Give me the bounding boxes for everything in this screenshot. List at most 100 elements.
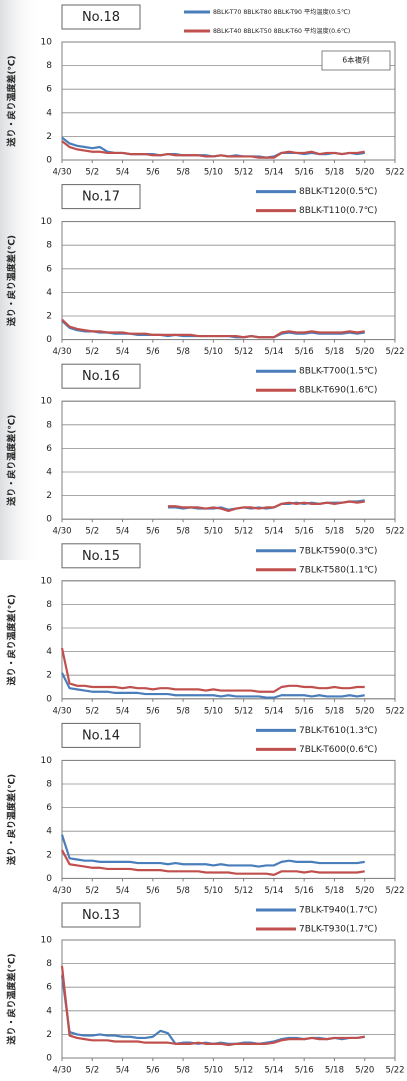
- y-tick-label: 4: [46, 1006, 52, 1016]
- x-tick-label: 5/10: [204, 168, 223, 178]
- legend-label: 7BLK-T940(1.7℃): [299, 906, 377, 916]
- x-tick-label: 5/8: [176, 347, 190, 357]
- x-tick-label: 5/12: [234, 527, 253, 537]
- legend-label: 7BLK-T580(1.1℃): [299, 565, 377, 575]
- y-tick-label: 0: [46, 694, 52, 704]
- y-tick-label: 10: [41, 217, 53, 227]
- x-tick-label: 5/8: [176, 706, 190, 716]
- x-tick-label: 5/18: [325, 706, 344, 716]
- x-tick-label: 5/22: [385, 347, 404, 357]
- y-tick-label: 8: [46, 600, 52, 610]
- x-tick-label: 5/16: [295, 168, 314, 178]
- x-tick-label: 5/2: [85, 886, 99, 896]
- x-tick-label: 5/12: [234, 168, 253, 178]
- legend-label: 7BLK-T610(1.3℃): [299, 726, 377, 736]
- x-tick-label: 5/6: [146, 1066, 160, 1076]
- x-tick-label: 5/6: [146, 527, 160, 537]
- legend-label: 7BLK-T590(0.3℃): [299, 546, 377, 556]
- y-tick-label: 6: [46, 444, 52, 454]
- x-tick-label: 5/12: [234, 886, 253, 896]
- chart-title: No.13: [82, 908, 120, 923]
- x-tick-label: 5/10: [204, 527, 223, 537]
- y-tick-label: 0: [46, 335, 52, 345]
- y-tick-label: 8: [46, 959, 52, 969]
- x-tick-label: 5/14: [264, 886, 283, 896]
- annotation-box: [321, 50, 391, 71]
- y-tick-label: 2: [46, 1030, 52, 1040]
- y-tick-label: 4: [46, 827, 52, 837]
- x-tick-label: 5/22: [385, 1066, 404, 1076]
- y-tick-label: 2: [46, 491, 52, 501]
- x-tick-label: 5/18: [325, 886, 344, 896]
- y-tick-label: 6: [46, 85, 52, 95]
- chart-title: No.17: [82, 190, 120, 205]
- y-tick-label: 4: [46, 647, 52, 657]
- y-tick-label: 0: [46, 874, 52, 884]
- x-tick-label: 5/6: [146, 168, 160, 178]
- x-tick-label: 5/20: [355, 706, 374, 716]
- y-tick-label: 10: [41, 38, 53, 48]
- x-tick-label: 5/10: [204, 1066, 223, 1076]
- x-tick-label: 5/10: [204, 706, 223, 716]
- x-tick-label: 5/18: [325, 347, 344, 357]
- x-tick-label: 5/2: [85, 347, 99, 357]
- x-tick-label: 5/4: [116, 706, 130, 716]
- legend-label: 8BLK-T110(0.7℃): [299, 206, 377, 216]
- x-tick-label: 5/4: [116, 527, 130, 537]
- data-line: [61, 140, 365, 159]
- plot-frame: [61, 939, 396, 1059]
- y-axis-label: 送り・戻り温度差(℃): [6, 953, 18, 1045]
- plot-frame: [61, 221, 396, 341]
- y-tick-label: 8: [46, 241, 52, 251]
- title-box: [61, 184, 141, 210]
- y-tick-label: 8: [46, 61, 52, 71]
- y-tick-label: 6: [46, 803, 52, 813]
- x-tick-label: 5/22: [385, 706, 404, 716]
- x-tick-label: 5/2: [85, 706, 99, 716]
- y-tick-label: 0: [46, 1054, 52, 1064]
- x-tick-label: 5/6: [146, 706, 160, 716]
- x-tick-label: 5/14: [264, 168, 283, 178]
- x-tick-label: 5/4: [116, 168, 130, 178]
- y-tick-label: 8: [46, 420, 52, 430]
- title-box: [61, 722, 141, 748]
- x-tick-label: 5/2: [85, 527, 99, 537]
- y-tick-label: 8: [46, 780, 52, 790]
- data-line: [60, 647, 365, 693]
- x-tick-label: 5/6: [146, 886, 160, 896]
- x-tick-label: 5/20: [355, 1066, 374, 1076]
- x-tick-label: 5/18: [325, 1066, 344, 1076]
- x-tick-label: 5/16: [295, 347, 314, 357]
- x-tick-label: 4/30: [52, 1066, 71, 1076]
- x-tick-label: 5/8: [176, 886, 190, 896]
- y-tick-label: 6: [46, 624, 52, 634]
- legend-label: 8BLK-T40 8BLK-T50 8BLK-T60 平均温度(0.6℃): [213, 27, 350, 35]
- title-box: [61, 363, 141, 389]
- data-line: [167, 500, 365, 513]
- legend-label: 8BLK-T690(1.6℃): [299, 386, 377, 396]
- legend-label: 8BLK-T700(1.5℃): [299, 367, 377, 377]
- y-tick-label: 0: [46, 156, 52, 166]
- x-tick-label: 5/16: [295, 706, 314, 716]
- x-tick-label: 5/14: [264, 706, 283, 716]
- y-tick-label: 4: [46, 468, 52, 478]
- y-tick-label: 4: [46, 108, 52, 118]
- plot-frame: [61, 400, 396, 520]
- x-tick-label: 5/18: [325, 527, 344, 537]
- y-axis-label: 送り・戻り温度差(℃): [6, 774, 18, 866]
- x-tick-label: 5/16: [295, 527, 314, 537]
- y-tick-label: 2: [46, 671, 52, 681]
- y-tick-label: 10: [41, 397, 53, 407]
- x-tick-label: 5/14: [264, 527, 283, 537]
- y-axis-label: 送り・戻り温度差(℃): [6, 235, 18, 327]
- data-line: [60, 965, 365, 1047]
- background-fade: [0, 0, 42, 560]
- x-tick-label: 5/22: [385, 168, 404, 178]
- x-tick-label: 5/20: [355, 527, 374, 537]
- x-tick-label: 5/2: [85, 1066, 99, 1076]
- title-box: [61, 543, 141, 569]
- y-tick-label: 2: [46, 850, 52, 860]
- chart-title: No.15: [82, 549, 120, 564]
- x-tick-label: 5/10: [204, 347, 223, 357]
